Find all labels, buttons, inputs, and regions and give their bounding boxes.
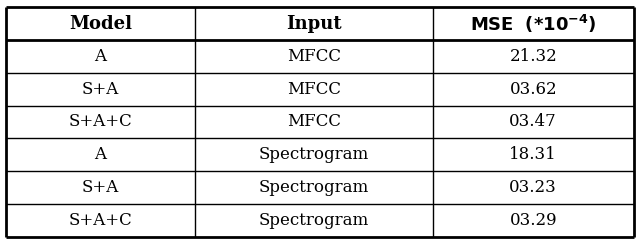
Text: S+A: S+A: [82, 179, 119, 196]
Text: A: A: [95, 48, 106, 65]
Text: $\mathbf{MSE\ \ (*\mathbf{10}^{-4})}$: $\mathbf{MSE\ \ (*\mathbf{10}^{-4})}$: [470, 13, 596, 35]
Text: S+A+C: S+A+C: [68, 212, 132, 229]
Text: 03.62: 03.62: [509, 81, 557, 98]
Text: Spectrogram: Spectrogram: [259, 146, 369, 163]
Text: MFCC: MFCC: [287, 48, 340, 65]
Text: S+A+C: S+A+C: [68, 113, 132, 131]
Text: 03.29: 03.29: [509, 212, 557, 229]
Text: Model: Model: [69, 15, 132, 33]
Text: 21.32: 21.32: [509, 48, 557, 65]
Text: A: A: [95, 146, 106, 163]
Text: 03.23: 03.23: [509, 179, 557, 196]
Text: Spectrogram: Spectrogram: [259, 212, 369, 229]
Text: Input: Input: [286, 15, 342, 33]
Text: S+A: S+A: [82, 81, 119, 98]
Text: MFCC: MFCC: [287, 81, 340, 98]
Text: MFCC: MFCC: [287, 113, 340, 131]
Text: 18.31: 18.31: [509, 146, 557, 163]
Text: 03.47: 03.47: [509, 113, 557, 131]
Text: Spectrogram: Spectrogram: [259, 179, 369, 196]
